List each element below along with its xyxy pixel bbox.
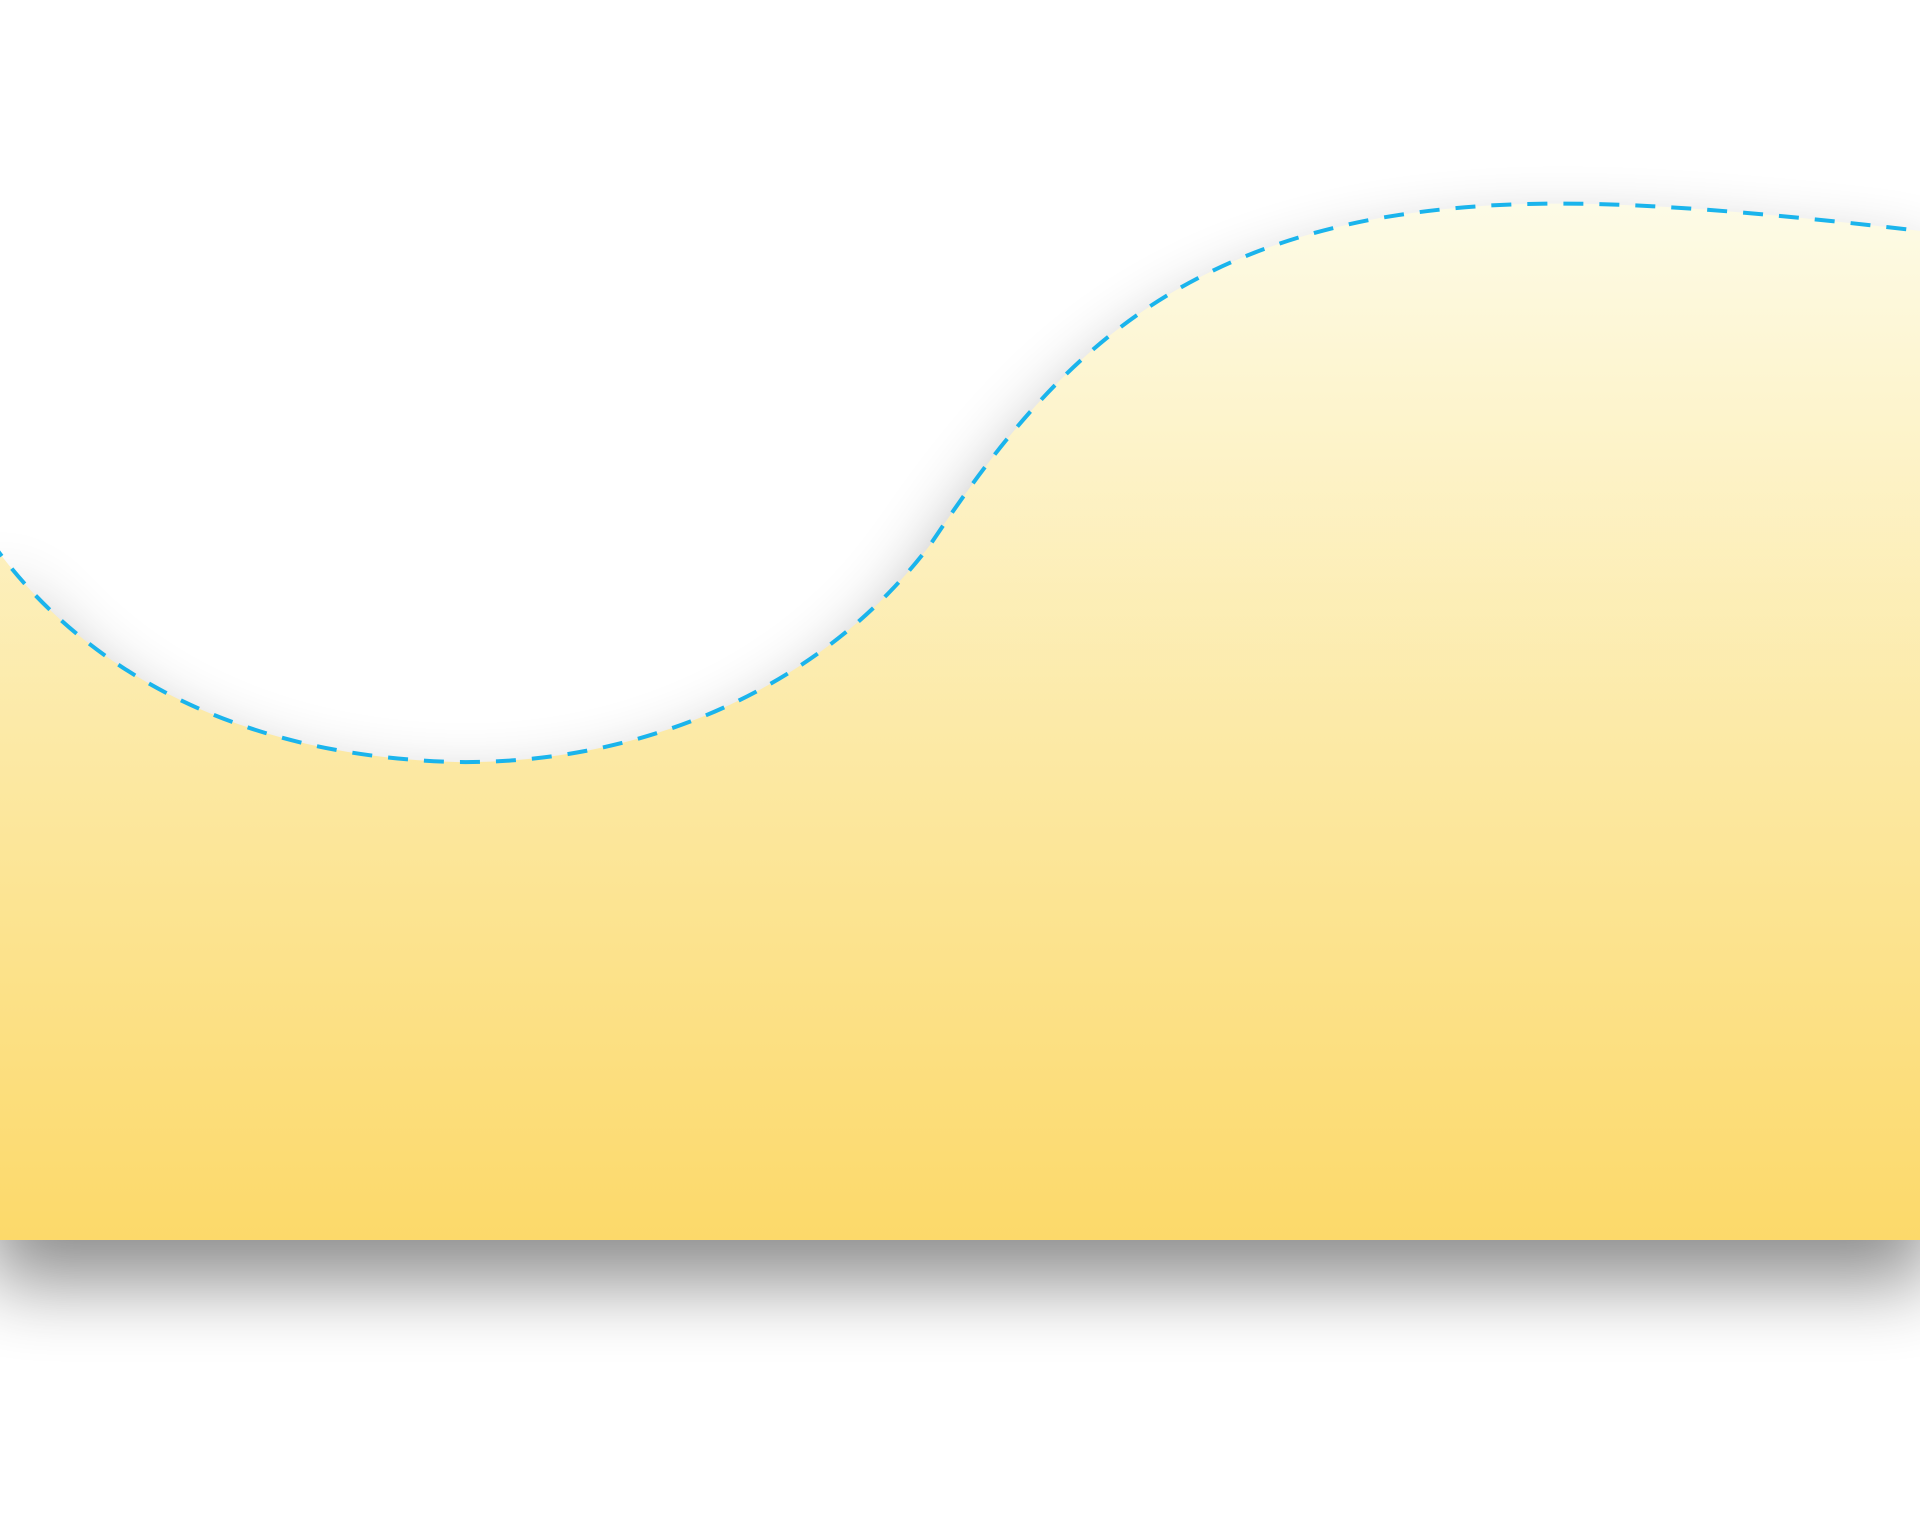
wave-dashed-outline bbox=[0, 201, 1920, 765]
wave-shape bbox=[0, 203, 1920, 1240]
